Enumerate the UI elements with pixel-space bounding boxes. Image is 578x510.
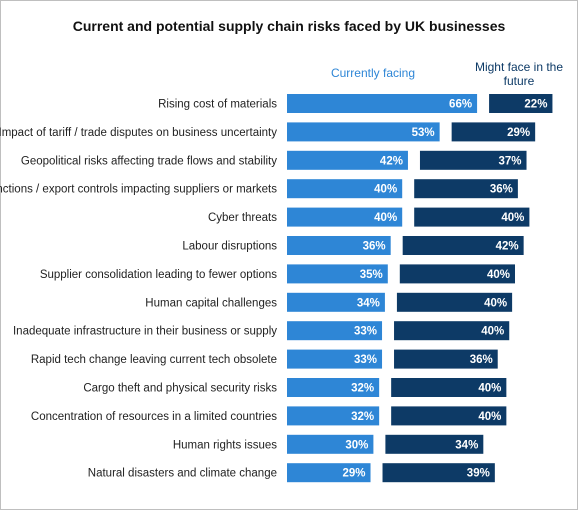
value-label-currently-facing: 32% [351, 411, 374, 423]
bar-currently-facing [287, 207, 403, 227]
bar-might-face-future [391, 406, 507, 426]
bar-might-face-future [402, 236, 524, 255]
value-label-currently-facing: 30% [345, 439, 368, 451]
category-label: Concentration of resources in a limited … [31, 411, 277, 423]
bar-might-face-future [419, 150, 527, 170]
value-label-might-face-future: 40% [478, 411, 501, 423]
bar-currently-facing [287, 349, 383, 369]
bar-might-face-future [451, 122, 536, 142]
category-label: Cargo theft and physical security risks [83, 383, 277, 395]
category-label: Rising cost of materials [158, 99, 277, 111]
category-label: Geopolitical risks affecting trade flows… [21, 155, 277, 167]
bar-might-face-future [414, 207, 530, 227]
bar-currently-facing [287, 264, 388, 284]
value-label-currently-facing: 32% [351, 383, 374, 395]
value-label-currently-facing: 33% [354, 354, 377, 366]
category-label: Inadequate infrastructure in their busin… [13, 326, 277, 338]
value-label-might-face-future: 40% [481, 326, 504, 338]
bar-currently-facing [287, 434, 374, 454]
chart-title: Current and potential supply chain risks… [72, 18, 506, 34]
value-label-currently-facing: 53% [412, 127, 435, 139]
value-label-might-face-future: 22% [524, 99, 547, 111]
bar-currently-facing [287, 321, 383, 341]
value-label-might-face-future: 36% [470, 354, 493, 366]
category-label: Natural disasters and climate change [88, 468, 277, 480]
bar-currently-facing [287, 292, 385, 312]
value-label-might-face-future: 36% [490, 184, 513, 196]
legend-currently-facing: Currently facing [330, 66, 416, 80]
bar-might-face-future [414, 179, 518, 199]
category-label: Labour disruptions [182, 241, 277, 253]
bar-currently-facing [287, 150, 408, 170]
bar-might-face-future [394, 349, 498, 369]
bar-currently-facing [287, 179, 403, 199]
value-label-currently-facing: 29% [342, 468, 365, 480]
value-label-might-face-future: 40% [484, 297, 507, 309]
value-label-currently-facing: 35% [360, 269, 383, 281]
bar-might-face-future [385, 434, 484, 454]
bar-currently-facing [287, 463, 371, 483]
value-label-might-face-future: 42% [496, 241, 519, 253]
value-label-might-face-future: 40% [478, 383, 501, 395]
bar-might-face-future [489, 94, 553, 113]
value-label-might-face-future: 40% [501, 212, 524, 224]
value-label-currently-facing: 40% [374, 212, 397, 224]
value-label-currently-facing: 66% [449, 99, 472, 111]
bar-currently-facing [287, 406, 380, 426]
bar-currently-facing [287, 236, 391, 255]
bar-might-face-future [391, 378, 507, 397]
value-label-currently-facing: 42% [380, 155, 403, 167]
category-label: Human capital challenges [145, 297, 277, 309]
category-label: Human rights issues [173, 439, 277, 451]
bar-might-face-future [394, 321, 510, 341]
value-label-currently-facing: 34% [357, 297, 380, 309]
category-label: Supplier consolidation leading to fewer … [40, 269, 277, 281]
category-label: Impact of tariff / trade disputes on bus… [0, 127, 277, 139]
bar-currently-facing [287, 94, 478, 113]
category-label: Rapid tech change leaving current tech o… [31, 354, 277, 366]
bar-might-face-future [396, 292, 513, 312]
bar-currently-facing [287, 122, 440, 142]
value-label-currently-facing: 36% [363, 241, 386, 253]
bar-currently-facing [287, 378, 380, 397]
value-label-currently-facing: 40% [374, 184, 397, 196]
value-label-might-face-future: 40% [487, 269, 510, 281]
value-label-might-face-future: 39% [467, 468, 490, 480]
bar-might-face-future [382, 463, 495, 483]
value-label-might-face-future: 29% [507, 127, 530, 139]
legend-might-face-future: Might face in the future [474, 60, 564, 88]
category-label: Cyber threats [208, 212, 277, 224]
category-label: Sanctions / export controls impacting su… [0, 184, 277, 196]
value-label-might-face-future: 37% [498, 155, 521, 167]
value-label-might-face-future: 34% [455, 439, 478, 451]
value-label-currently-facing: 33% [354, 326, 377, 338]
bar-might-face-future [399, 264, 515, 284]
